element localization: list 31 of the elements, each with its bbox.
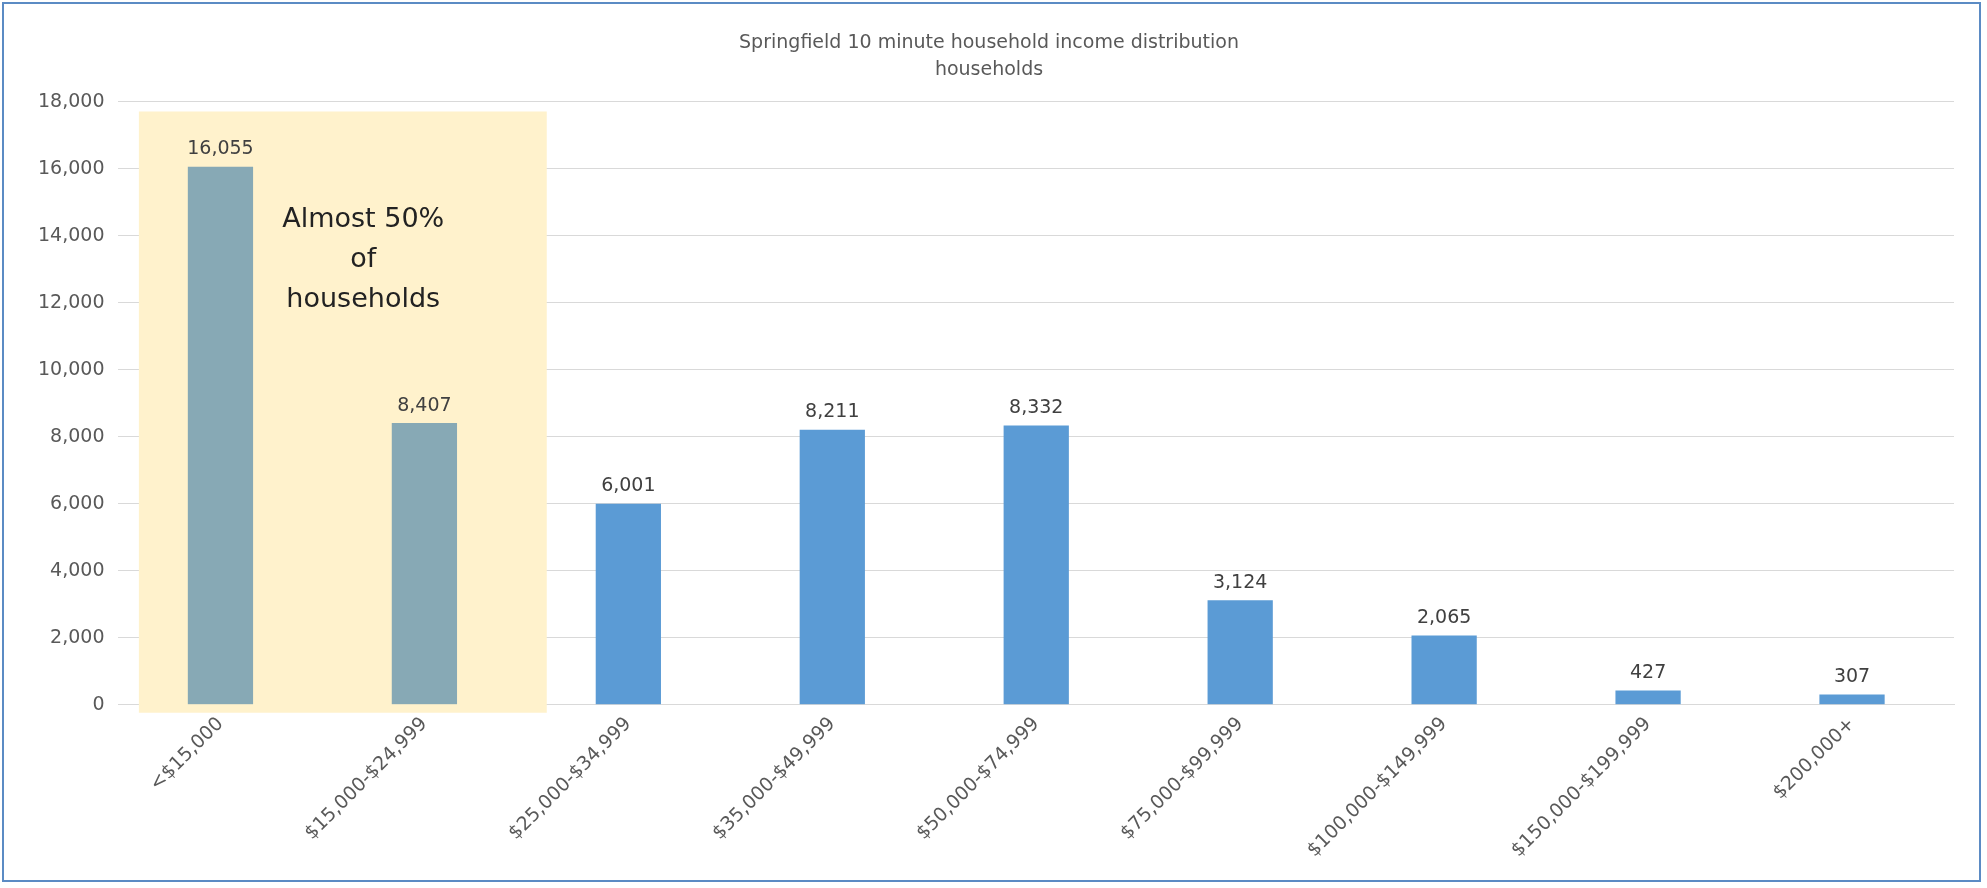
y-tick-label: 12,000 [38, 289, 105, 312]
bar [799, 429, 865, 705]
data-label: 8,211 [805, 399, 860, 422]
data-label: 3,124 [1212, 569, 1268, 592]
bar [1615, 690, 1681, 705]
data-label: 16,055 [187, 136, 254, 159]
y-tick-label: 6,000 [50, 490, 105, 513]
data-label: 6,001 [601, 473, 656, 496]
data-label: 307 [1833, 663, 1871, 686]
y-tick-label: 2,000 [50, 624, 105, 647]
chart-title: Springfield 10 minute household income distribution [739, 30, 1239, 53]
y-tick-label: 18,000 [38, 88, 105, 111]
bar [595, 503, 661, 705]
bar [391, 423, 458, 705]
y-tick-label: 0 [92, 691, 105, 714]
bar [1207, 600, 1273, 705]
y-tick-label: 14,000 [38, 222, 105, 245]
data-label: 8,407 [397, 392, 452, 415]
y-tick-label: 4,000 [50, 557, 105, 580]
band-label: Almost 50% of households [282, 201, 445, 313]
bar [1411, 635, 1477, 705]
chart-subtitle: households [934, 57, 1044, 80]
data-label: 2,065 [1416, 605, 1472, 628]
data-label: 427 [1629, 659, 1667, 682]
bar [187, 166, 254, 705]
bar [1819, 694, 1885, 705]
y-tick-label: 10,000 [38, 356, 105, 379]
data-label: 8,332 [1009, 395, 1064, 418]
bar [1003, 425, 1069, 705]
y-tick-label: 8,000 [50, 423, 105, 446]
y-tick-label: 16,000 [38, 155, 105, 178]
